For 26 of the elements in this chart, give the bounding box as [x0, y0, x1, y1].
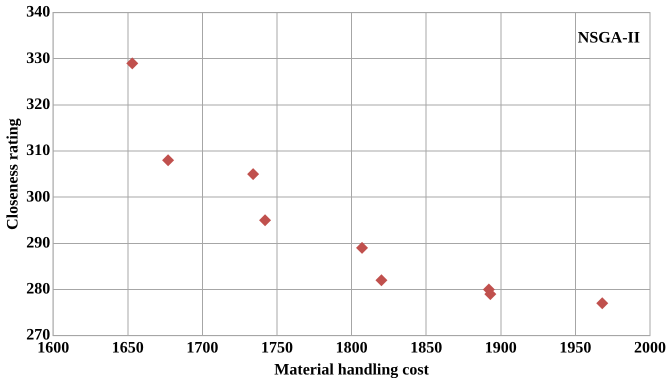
y-axis-title: Closeness rating [4, 118, 22, 230]
x-axis-title: Material handling cost [274, 362, 430, 379]
x-tick-label: 1800 [336, 339, 368, 356]
point [375, 274, 388, 286]
x-tick-label: 2000 [634, 339, 666, 356]
point [596, 297, 608, 310]
x-tick-label: 1750 [261, 339, 293, 356]
x-tick-label: 1850 [410, 339, 442, 356]
point [126, 57, 138, 70]
annotation: NSGA-II [578, 30, 640, 47]
y-tick-label: 290 [26, 234, 50, 252]
x-tick-label: 1700 [186, 339, 218, 356]
y-tick-label: 310 [26, 142, 50, 160]
x-tick-label: 1600 [37, 339, 70, 356]
point [259, 214, 272, 226]
point [356, 242, 368, 254]
x-tick-label: 1950 [559, 339, 592, 356]
x-tick-label: 1900 [484, 339, 517, 356]
point [162, 154, 174, 166]
y-tick-label: 300 [26, 188, 50, 206]
y-tick-label: 340 [26, 4, 50, 21]
x-tick-label: 1650 [112, 339, 144, 356]
point [247, 168, 260, 180]
y-tick-label: 280 [26, 280, 50, 298]
y-tick-label: 330 [26, 50, 50, 67]
y-tick-label: 320 [26, 96, 50, 114]
